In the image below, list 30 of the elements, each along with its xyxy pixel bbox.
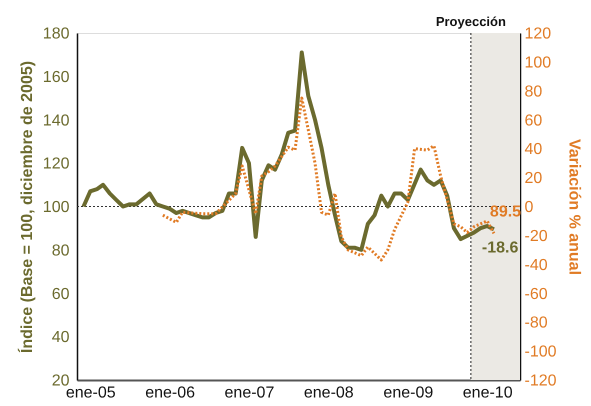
x-tick-label: ene-07 (224, 384, 274, 402)
y-axis-title: Índice (Base = 100, diciembre de 2005) (16, 60, 36, 354)
y-tick-label: 80 (52, 242, 70, 260)
y2-tick-label: 40 (524, 141, 542, 158)
x-tick-label: ene-08 (304, 384, 354, 402)
y-tick-label: 100 (42, 199, 70, 216)
y2-tick-label: -100 (524, 344, 557, 361)
band-label: Proyección (436, 14, 506, 29)
y2-tick-label: 0 (524, 199, 534, 216)
y-tick-label: 180 (42, 26, 70, 42)
y2-tick-label: -40 (524, 256, 548, 274)
y-tick-label: 60 (52, 286, 70, 303)
y2-tick-label: -120 (524, 372, 557, 390)
y2-tick-label: 20 (524, 170, 542, 188)
y-tick-label: 120 (42, 156, 70, 173)
x-tick-label: ene-06 (145, 384, 196, 402)
y2-tick-label: -60 (524, 286, 548, 303)
y2-tick-label: 120 (524, 26, 552, 42)
y-tick-label: 160 (42, 68, 70, 86)
y2-tick-label: -20 (524, 228, 548, 245)
y2-tick-label: 100 (524, 54, 552, 72)
y2-tick-label: 60 (524, 112, 542, 130)
y-tick-label: 40 (52, 329, 70, 346)
x-tick-label: ene-10 (462, 384, 513, 402)
y2-tick-label: 80 (524, 83, 542, 100)
x-tick-label: ene-09 (383, 384, 434, 402)
y2-tick-label: -80 (524, 314, 548, 332)
annotation: -18.6 (482, 239, 518, 256)
y2-axis-title: Variación % anual (566, 138, 583, 276)
y-tick-label: 140 (42, 112, 70, 130)
